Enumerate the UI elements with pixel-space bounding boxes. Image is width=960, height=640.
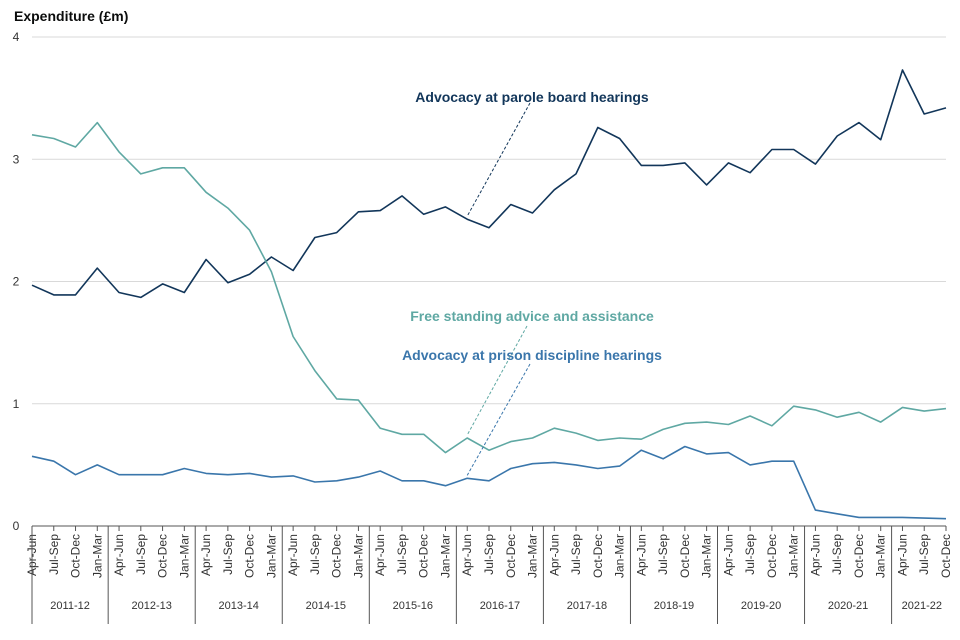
x-tick-label: Jul-Sep [917,534,931,575]
x-tick-label: Jan-Mar [90,534,104,578]
y-axis-ticks: 0 1 2 3 4 [13,30,20,533]
annotation-leader [466,102,531,217]
x-tick-label: Oct-Dec [678,534,692,578]
x-tick-label: Apr-Jun [808,534,822,576]
x-tick-label: Oct-Dec [939,534,953,578]
x-tick-label: Oct-Dec [417,534,431,578]
x-tick-label: Apr-Jun [199,534,213,576]
x-tick-label: Jul-Sep [743,534,757,575]
year-label: 2011-12 [50,600,90,612]
x-tick-label: Jul-Sep [569,534,583,575]
annotation-leader [466,325,528,436]
x-tick-label: Apr-Jun [634,534,648,576]
x-tick-label: Jan-Mar [700,534,714,578]
x-tick-label: Jul-Sep [47,534,61,575]
year-label: 2018-19 [654,600,694,612]
year-label: 2015-16 [393,600,433,612]
y-tick-label: 1 [13,397,20,411]
x-tick-label: Apr-Jun [721,534,735,576]
x-tick-label: Oct-Dec [591,534,605,578]
y-tick-label: 3 [13,152,20,166]
x-tick-label: Jan-Mar [351,534,365,578]
x-tick-label: Jul-Sep [656,534,670,575]
x-tick-label: Jan-Mar [874,534,888,578]
x-tick-label: Jan-Mar [177,534,191,578]
x-tick-label: Jul-Sep [395,534,409,575]
year-label: 2012-13 [132,600,172,612]
x-tick-label: Oct-Dec [852,534,866,578]
y-tick-label: 2 [13,275,20,289]
year-label: 2021-22 [902,600,942,612]
x-tick-label: Oct-Dec [243,534,257,578]
series-line-1 [31,121,947,454]
year-label: 2020-21 [828,600,868,612]
annotation-label: Advocacy at prison discipline hearings [402,347,662,363]
annotation-leader [466,363,531,476]
x-tick-label: Apr-Jun [547,534,561,576]
x-tick-label: Oct-Dec [69,534,83,578]
x-tick-label: Jul-Sep [482,534,496,575]
x-tick-label: Jan-Mar [613,534,627,578]
y-tick-label: 4 [13,30,20,44]
y-tick-label: 0 [13,519,20,533]
x-tick-label: Apr-Jun [895,534,909,576]
series-lines [31,69,947,520]
x-tick-label: Oct-Dec [504,534,518,578]
year-label: 2014-15 [306,600,346,612]
x-tick-label: Jan-Mar [526,534,540,578]
year-label: 2013-14 [219,600,259,612]
x-tick-label: Oct-Dec [330,534,344,578]
x-axis: Apr-Jun Jul-Sep Oct-Dec Jan-Mar Apr-Jun Jul-S… [25,525,953,624]
x-tick-label: Jul-Sep [221,534,235,575]
year-label: 2016-17 [480,600,520,612]
x-tick-label: Jan-Mar [787,534,801,578]
year-label: 2019-20 [741,600,781,612]
x-tick-label: Jul-Sep [830,534,844,575]
series-line-0 [31,69,947,299]
x-tick-label: Jul-Sep [308,534,322,575]
y-axis-title: Expenditure (£m) [14,8,128,24]
x-tick-label: Apr-Jun [460,534,474,576]
x-tick-label: Apr-Jun [286,534,300,576]
x-tick-label: Jan-Mar [264,534,278,578]
x-tick-label: Oct-Dec [765,534,779,578]
series-annotations: Advocacy at parole board hearings Free st… [402,89,662,476]
x-tick-label: Apr-Jun [112,534,126,576]
annotation-label: Advocacy at parole board hearings [415,89,649,105]
gridlines [32,36,946,405]
x-tick-label: Jul-Sep [134,534,148,575]
x-tick-label: Jan-Mar [438,534,452,578]
series-line-2 [31,445,947,520]
x-tick-label: Apr-Jun [373,534,387,576]
annotation-label: Free standing advice and assistance [410,308,654,324]
year-label: 2017-18 [567,600,607,612]
x-tick-label: Oct-Dec [156,534,170,578]
